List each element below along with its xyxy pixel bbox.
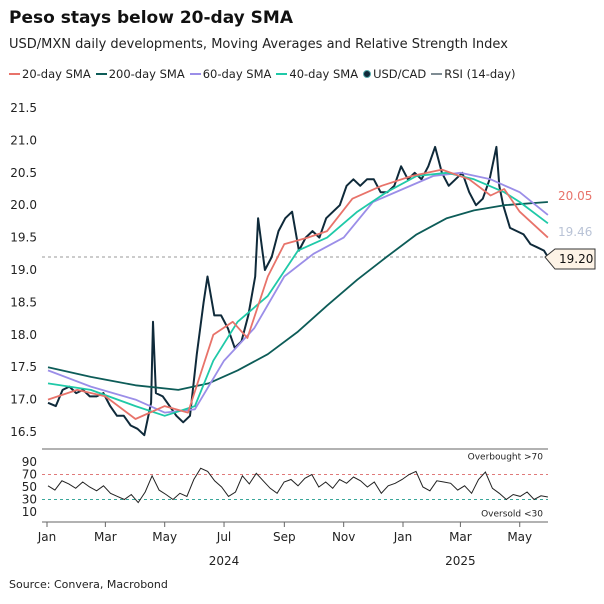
series-line-40-day-sma: [47, 171, 549, 417]
legend-swatch: [9, 73, 20, 75]
legend-swatch: [95, 73, 107, 75]
year-label: 2025: [445, 554, 476, 568]
y-tick-label: 17.0: [10, 393, 37, 407]
legend-item: 40-day SMA: [276, 67, 358, 81]
legend-item: RSI (14-day): [431, 67, 516, 81]
legend-swatch: [189, 73, 201, 75]
x-tick-label: May: [152, 530, 177, 544]
series-line-usd-cad: [47, 145, 549, 437]
y-tick-label: 21.5: [10, 101, 37, 115]
series-line-20-day-sma: [47, 168, 549, 420]
y-tick-label: 19.0: [10, 263, 37, 277]
chart-title: Peso stays below 20-day SMA: [9, 8, 293, 28]
end-label: 19.46: [558, 225, 592, 239]
y-tick-label: 21.0: [10, 133, 37, 147]
end-label: 20.05: [558, 189, 592, 203]
x-tick-label: Nov: [332, 530, 355, 544]
x-tick-label: Jul: [216, 530, 231, 544]
rsi-y-tick-label: 10: [22, 505, 37, 519]
legend-swatch: [431, 73, 443, 75]
legend-label: USD/CAD: [373, 67, 427, 81]
x-tick-label: Jan: [37, 530, 57, 544]
y-tick-label: 18.0: [10, 328, 37, 342]
end-label-box: [544, 248, 596, 270]
x-tick-label: Sep: [273, 530, 296, 544]
y-tick-label: 19.5: [10, 231, 37, 245]
end-label: 19.20: [559, 252, 593, 266]
legend-swatch: [276, 73, 288, 75]
rsi-threshold-label: Oversold <30: [481, 510, 543, 520]
legend-label: 60-day SMA: [202, 67, 272, 81]
x-tick-label: Jan: [393, 530, 413, 544]
x-tick-label: Mar: [94, 530, 117, 544]
y-tick-label: 20.0: [10, 198, 37, 212]
rsi-y-tick-label: 30: [22, 493, 37, 507]
x-tick-label: Mar: [449, 530, 472, 544]
source-note: Source: Convera, Macrobond: [9, 578, 168, 591]
legend-item: USD/CAD: [363, 67, 426, 81]
legend-label: 200-day SMA: [108, 67, 185, 81]
rsi-line: [47, 467, 548, 504]
rsi-y-tick-label: 90: [22, 455, 37, 469]
y-tick-label: 20.5: [10, 166, 37, 180]
legend-item: 60-day SMA: [189, 67, 272, 81]
y-tick-label: 18.5: [10, 295, 37, 309]
legend-item: 200-day SMA: [95, 67, 185, 81]
legend-swatch: [363, 70, 372, 78]
legend-label: 40-day SMA: [289, 67, 359, 81]
rsi-y-tick-label: 70: [22, 468, 37, 482]
legend: 20-day SMA 200-day SMA 60-day SMA 40-day SM…: [9, 67, 516, 81]
legend-item: 20-day SMA: [9, 67, 91, 81]
series-line-60-day-sma: [47, 171, 549, 414]
x-tick-label: May: [507, 530, 532, 544]
chart-subtitle: USD/MXN daily developments, Moving Avera…: [9, 37, 508, 52]
legend-label: RSI (14-day): [444, 67, 516, 81]
y-tick-label: 16.5: [10, 425, 37, 439]
year-label: 2024: [209, 554, 240, 568]
legend-label: 20-day SMA: [22, 67, 91, 81]
y-tick-label: 17.5: [10, 360, 37, 374]
rsi-threshold-label: Overbought >70: [468, 453, 544, 463]
series-line-200-day-sma: [47, 201, 548, 391]
rsi-y-tick-label: 50: [22, 480, 37, 494]
